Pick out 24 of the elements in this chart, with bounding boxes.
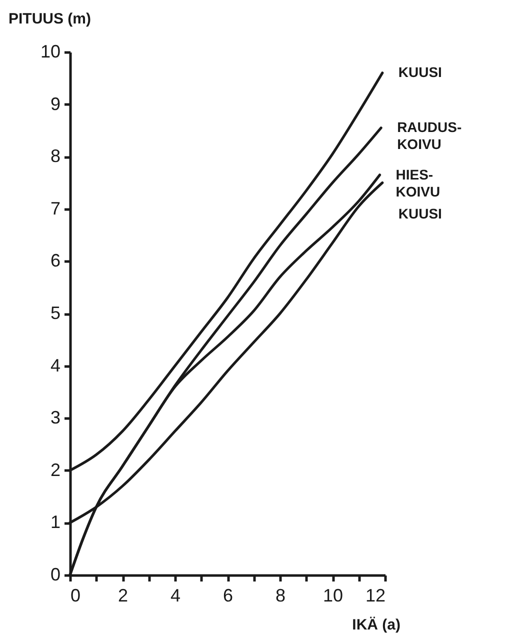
y-tick-label: 9 bbox=[50, 94, 60, 114]
x-tick-label: 6 bbox=[222, 586, 234, 606]
y-tick-label: 0 bbox=[50, 564, 60, 584]
series-label: HIES-KOIVU bbox=[396, 166, 440, 200]
y-axis-title: PITUUS (m) bbox=[8, 10, 92, 28]
y-tick-label: 1 bbox=[50, 512, 60, 532]
y-tick-label: 2 bbox=[50, 460, 60, 480]
x-axis-title: IKÄ (a) bbox=[352, 616, 400, 634]
y-tick-label: 7 bbox=[50, 198, 60, 218]
x-tick-label: 4 bbox=[170, 586, 181, 606]
series-label: RAUDUS-KOIVU bbox=[397, 118, 462, 152]
y-tick-label: 10 bbox=[40, 42, 60, 62]
x-tick-label: 8 bbox=[275, 586, 286, 606]
y-tick-label: 6 bbox=[50, 250, 60, 271]
y-tick-label: 4 bbox=[50, 355, 60, 376]
y-tick-label: 3 bbox=[50, 408, 60, 428]
series-label: KUUSI bbox=[398, 64, 442, 80]
y-tick-label: 5 bbox=[50, 303, 60, 323]
x-tick-label: 2 bbox=[118, 586, 128, 606]
x-tick-label: 0 bbox=[70, 586, 81, 606]
x-tick-label: 10 bbox=[322, 586, 344, 606]
y-tick-label: 8 bbox=[50, 146, 60, 166]
series-label: KUUSI bbox=[398, 205, 442, 222]
x-tick-label: 12 bbox=[365, 586, 386, 606]
